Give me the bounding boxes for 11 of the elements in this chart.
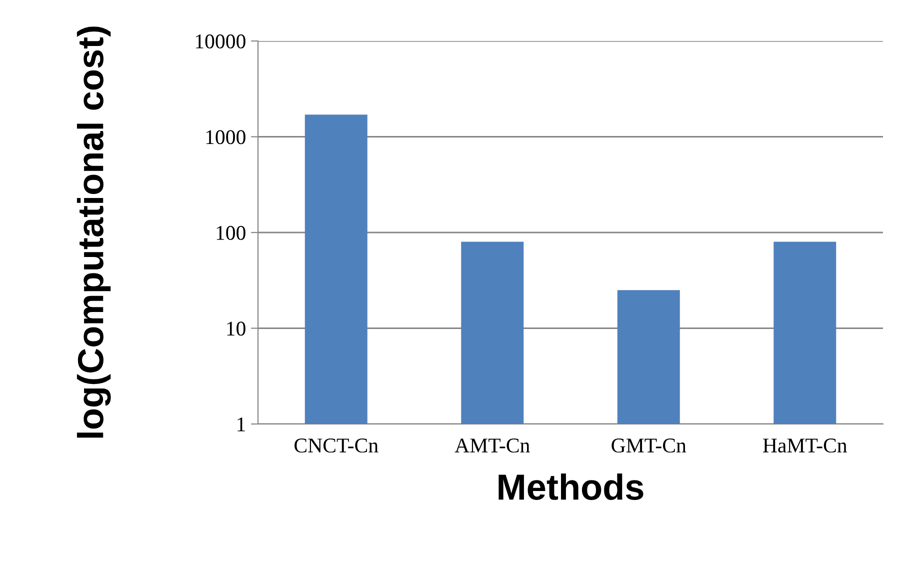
x-tick-label: HaMT-Cn <box>763 438 848 453</box>
x-tick-label: GMT-Cn <box>612 438 686 453</box>
x-tick-label: AMT-Cn <box>454 438 530 453</box>
y-tick-label: 100 <box>216 226 246 240</box>
y-axis-title: log(Computational cost) <box>76 26 111 438</box>
x-axis-title: Methods <box>498 473 644 500</box>
y-tick-label: 1 <box>238 417 245 432</box>
y-tick-label: 1000 <box>206 130 246 144</box>
y-tick-label: 10 <box>227 322 246 336</box>
x-tick-label: CNCT-Cn <box>294 438 378 453</box>
y-tick-label: 10000 <box>196 34 246 48</box>
